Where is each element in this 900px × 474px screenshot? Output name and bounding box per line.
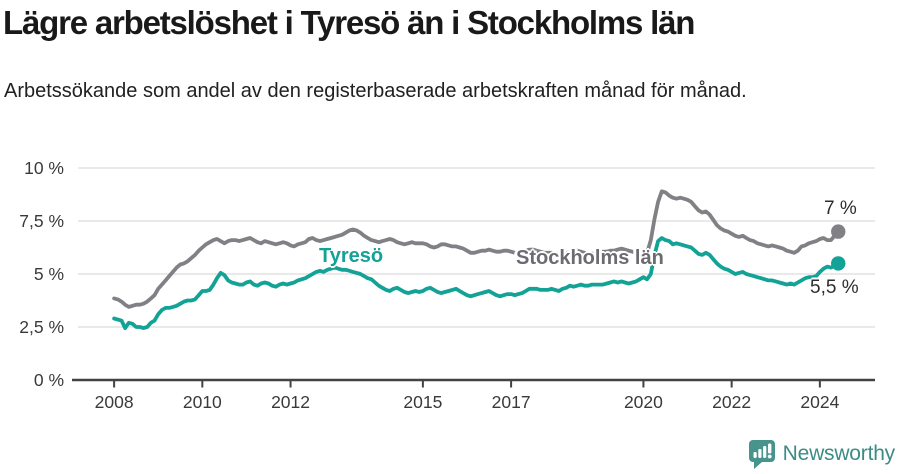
series-label-stockholms-lan: Stockholms län: [516, 247, 664, 269]
y-tick-label: 7,5 %: [19, 211, 64, 231]
series-line-stockholms-l-n: [112, 189, 841, 309]
newsworthy-logo[interactable]: Newsworthy: [748, 438, 895, 470]
end-value-label-stockholms-lan: 7 %: [824, 198, 857, 219]
newsworthy-wordmark: Newsworthy: [782, 442, 896, 465]
x-tick-label: 2008: [95, 392, 134, 412]
x-tick-label: 2017: [492, 392, 531, 412]
page-title: Lägre arbetslöshet i Tyresö än i Stockho…: [3, 4, 695, 41]
x-tick-label: 2015: [403, 392, 442, 412]
end-value-label-tyreso: 5,5 %: [810, 277, 859, 298]
y-tick-label: 5 %: [34, 264, 64, 284]
x-tick-label: 2020: [624, 392, 663, 412]
series-label-tyreso: Tyresö: [319, 245, 384, 267]
x-tick-label: 2024: [800, 392, 839, 412]
y-tick-label: 10 %: [24, 158, 64, 178]
series-line-tyres-: [112, 236, 841, 331]
newsworthy-icon: [748, 440, 775, 469]
y-tick-label: 0 %: [34, 370, 64, 390]
series-end-dot-stockholms-l-n: [831, 224, 846, 239]
x-tick-label: 2010: [183, 392, 222, 412]
x-tick-label: 2012: [271, 392, 310, 412]
chart-subtitle: Arbetssökande som andel av den registerb…: [4, 80, 747, 102]
series-end-dot-tyres-: [831, 256, 846, 271]
y-tick-label: 2,5 %: [19, 317, 64, 337]
x-tick-label: 2022: [712, 392, 751, 412]
